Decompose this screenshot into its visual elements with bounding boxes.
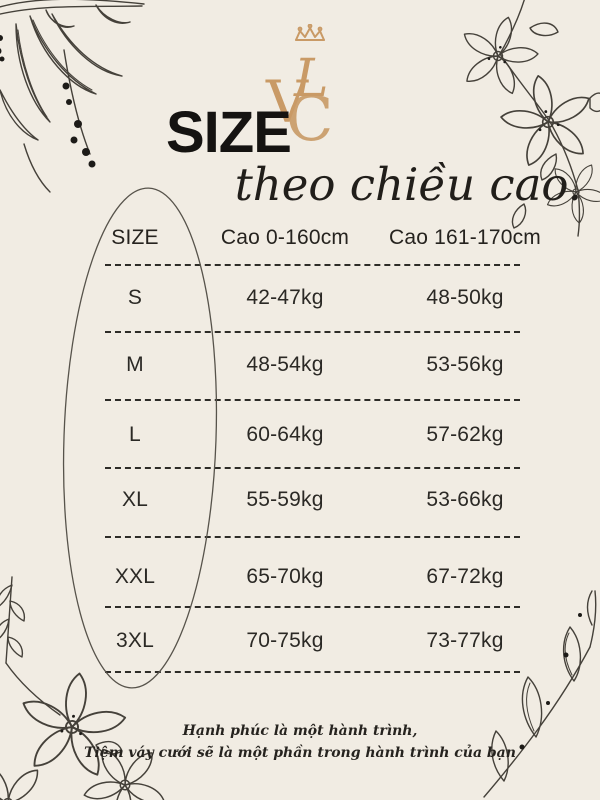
weight-range: 65-70kg (246, 565, 324, 588)
logo-letter-c: C (286, 82, 333, 144)
table-row: XL 55-59kg 53-66kg (70, 485, 545, 515)
weight-range: 53-56kg (426, 353, 504, 376)
row-divider (105, 536, 520, 538)
column-header-cao-161-170: Cao 161-170cm (388, 226, 542, 249)
table-row: L 60-64kg 57-62kg (70, 420, 545, 450)
flower-cluster-icon (0, 576, 165, 800)
size-label: 3XL (116, 629, 154, 652)
size-label: L (129, 423, 141, 446)
weight-range: 67-72kg (426, 565, 504, 588)
size-label: XXL (114, 565, 156, 588)
weight-range: 48-54kg (246, 353, 324, 376)
weight-range: 60-64kg (246, 423, 324, 446)
weight-range: 53-66kg (426, 488, 504, 511)
table-header-row: SIZE Cao 0-160cm Cao 161-170cm (70, 223, 545, 253)
size-label: M (126, 353, 144, 376)
table-row: 3XL 70-75kg 73-77kg (70, 626, 545, 656)
page-subtitle: theo chiều cao. (234, 158, 582, 211)
table-row: XXL 65-70kg 67-72kg (70, 562, 545, 592)
weight-range: 73-77kg (426, 629, 504, 652)
table-row: M 48-54kg 53-56kg (70, 350, 545, 380)
size-label: S (127, 286, 143, 309)
footer-line-1: Hạnh phúc là một hành trình, (182, 723, 418, 739)
row-divider (105, 331, 520, 333)
column-header-size: SIZE (111, 226, 159, 249)
row-divider (105, 399, 520, 401)
weight-range: 42-47kg (246, 286, 324, 309)
logo-letter-v: V (265, 68, 309, 136)
footer-line-2: Tiệm váy cưới sẽ là một phần trong hành … (84, 745, 516, 761)
weight-range: 70-75kg (246, 629, 324, 652)
row-divider (105, 467, 520, 469)
logo-letter-l: L (293, 49, 329, 109)
column-header-cao-0-160: Cao 0-160cm (220, 226, 350, 249)
weight-range: 57-62kg (426, 423, 504, 446)
size-label: XL (121, 488, 149, 511)
crown-monogram-icon: C V L (265, 24, 333, 144)
weight-range: 55-59kg (246, 488, 324, 511)
row-divider (105, 606, 520, 608)
row-divider (105, 671, 520, 673)
leaf-branch-icon (483, 590, 597, 798)
branch-with-berries-icon (0, 0, 145, 193)
page-title: SIZE (166, 100, 292, 165)
weight-range: 48-50kg (426, 286, 504, 309)
table-row: S 42-47kg 48-50kg (70, 283, 545, 313)
footer: Hạnh phúc là một hành trình, Tiệm váy cư… (0, 720, 600, 764)
row-divider (105, 264, 520, 266)
